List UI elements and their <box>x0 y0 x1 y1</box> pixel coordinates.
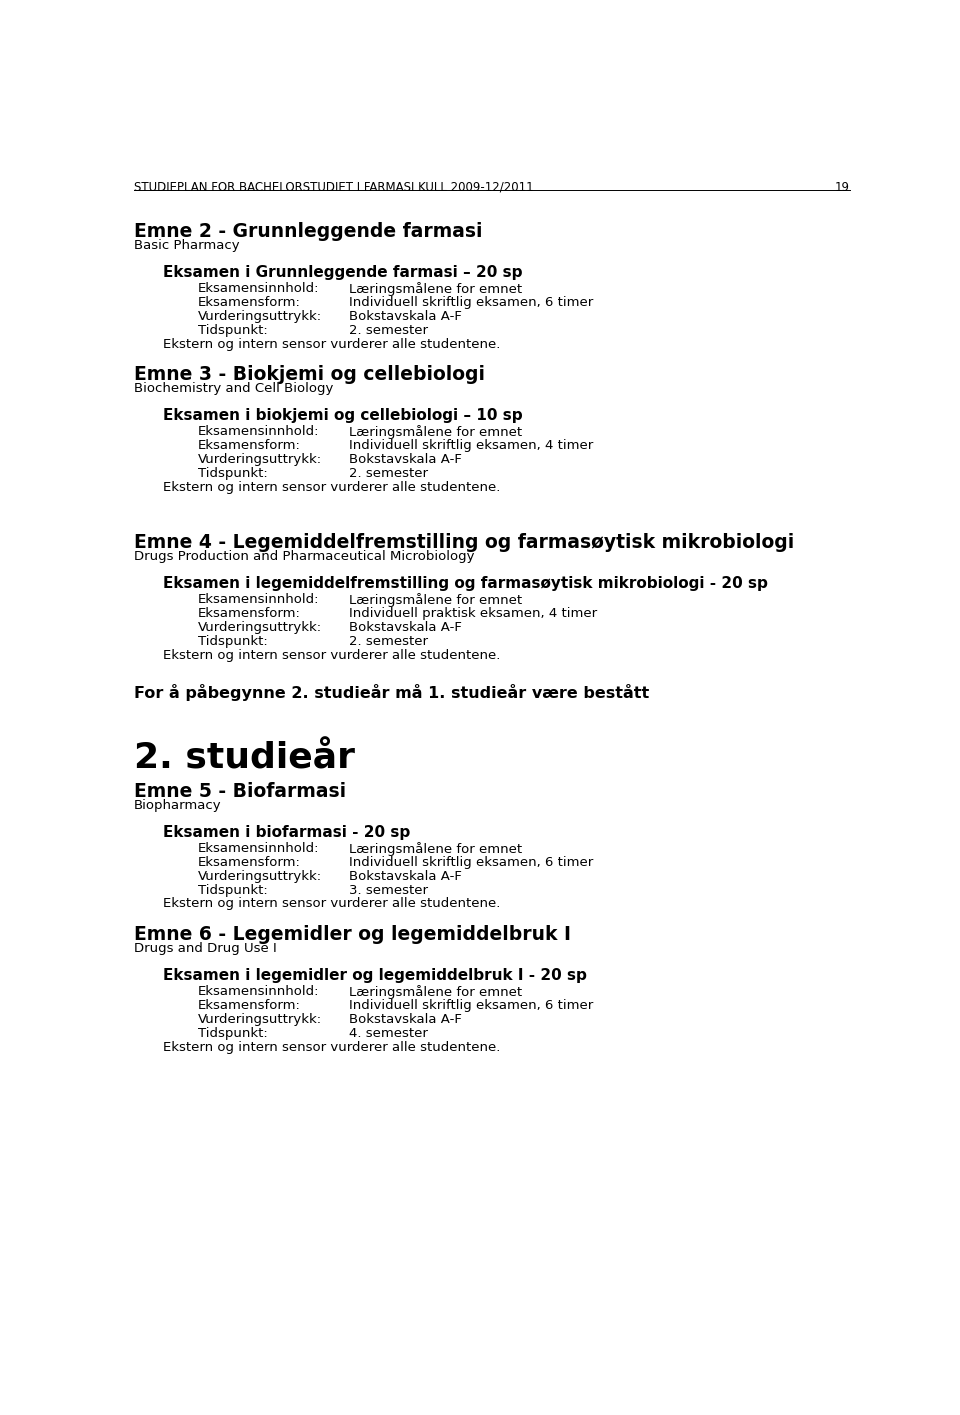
Text: Tidspunkt:: Tidspunkt: <box>198 883 267 897</box>
Text: 19: 19 <box>835 181 850 194</box>
Text: Tidspunkt:: Tidspunkt: <box>198 1027 267 1040</box>
Text: For å påbegynne 2. studieår må 1. studieår være bestått: For å påbegynne 2. studieår må 1. studie… <box>134 685 649 702</box>
Text: Basic Pharmacy: Basic Pharmacy <box>134 239 240 252</box>
Text: Læringsmålene for emnet: Læringsmålene for emnet <box>348 593 521 607</box>
Text: Tidspunkt:: Tidspunkt: <box>198 635 267 648</box>
Text: Bokstavskala A-F: Bokstavskala A-F <box>348 310 462 323</box>
Text: Emne 4 - Legemiddelfremstilling og farmasøytisk mikrobiologi: Emne 4 - Legemiddelfremstilling og farma… <box>134 533 794 552</box>
Text: Individuell skriftlig eksamen, 6 timer: Individuell skriftlig eksamen, 6 timer <box>348 296 593 308</box>
Text: Eksamensinnhold:: Eksamensinnhold: <box>198 282 319 296</box>
Text: Ekstern og intern sensor vurderer alle studentene.: Ekstern og intern sensor vurderer alle s… <box>162 897 500 910</box>
Text: Eksamen i Grunnleggende farmasi – 20 sp: Eksamen i Grunnleggende farmasi – 20 sp <box>162 265 522 280</box>
Text: Læringsmålene for emnet: Læringsmålene for emnet <box>348 426 521 440</box>
Text: Bokstavskala A-F: Bokstavskala A-F <box>348 1013 462 1026</box>
Text: Læringsmålene for emnet: Læringsmålene for emnet <box>348 282 521 296</box>
Text: Ekstern og intern sensor vurderer alle studentene.: Ekstern og intern sensor vurderer alle s… <box>162 1040 500 1054</box>
Text: Eksamen i biokjemi og cellebiologi – 10 sp: Eksamen i biokjemi og cellebiologi – 10 … <box>162 409 522 423</box>
Text: Tidspunkt:: Tidspunkt: <box>198 467 267 480</box>
Text: Eksamensinnhold:: Eksamensinnhold: <box>198 842 319 855</box>
Text: Læringsmålene for emnet: Læringsmålene for emnet <box>348 842 521 856</box>
Text: Biochemistry and Cell Biology: Biochemistry and Cell Biology <box>134 382 333 395</box>
Text: Eksamen i legemidler og legemiddelbruk I - 20 sp: Eksamen i legemidler og legemiddelbruk I… <box>162 968 587 983</box>
Text: Bokstavskala A-F: Bokstavskala A-F <box>348 453 462 466</box>
Text: Ekstern og intern sensor vurderer alle studentene.: Ekstern og intern sensor vurderer alle s… <box>162 648 500 662</box>
Text: Emne 2 - Grunnleggende farmasi: Emne 2 - Grunnleggende farmasi <box>134 222 483 241</box>
Text: Drugs and Drug Use I: Drugs and Drug Use I <box>134 942 276 955</box>
Text: Bokstavskala A-F: Bokstavskala A-F <box>348 621 462 634</box>
Text: Emne 3 - Biokjemi og cellebiologi: Emne 3 - Biokjemi og cellebiologi <box>134 365 485 385</box>
Text: Eksamensinnhold:: Eksamensinnhold: <box>198 593 319 606</box>
Text: 2. semester: 2. semester <box>348 635 427 648</box>
Text: Individuell skriftlig eksamen, 6 timer: Individuell skriftlig eksamen, 6 timer <box>348 856 593 869</box>
Text: Vurderingsuttrykk:: Vurderingsuttrykk: <box>198 1013 322 1026</box>
Text: Eksamen i biofarmasi - 20 sp: Eksamen i biofarmasi - 20 sp <box>162 825 410 841</box>
Text: Vurderingsuttrykk:: Vurderingsuttrykk: <box>198 453 322 466</box>
Text: Eksamensform:: Eksamensform: <box>198 856 300 869</box>
Text: Eksamensinnhold:: Eksamensinnhold: <box>198 426 319 439</box>
Text: Individuell praktisk eksamen, 4 timer: Individuell praktisk eksamen, 4 timer <box>348 607 597 620</box>
Text: STUDIEPLAN FOR BACHELORSTUDIET I FARMASI KULL 2009-12/2011: STUDIEPLAN FOR BACHELORSTUDIET I FARMASI… <box>134 181 534 194</box>
Text: Individuell skriftlig eksamen, 4 timer: Individuell skriftlig eksamen, 4 timer <box>348 439 593 453</box>
Text: Eksamen i legemiddelfremstilling og farmasøytisk mikrobiologi - 20 sp: Eksamen i legemiddelfremstilling og farm… <box>162 576 767 591</box>
Text: Vurderingsuttrykk:: Vurderingsuttrykk: <box>198 870 322 883</box>
Text: Vurderingsuttrykk:: Vurderingsuttrykk: <box>198 310 322 323</box>
Text: Emne 5 - Biofarmasi: Emne 5 - Biofarmasi <box>134 782 346 801</box>
Text: 2. semester: 2. semester <box>348 467 427 480</box>
Text: 3. semester: 3. semester <box>348 883 427 897</box>
Text: Drugs Production and Pharmaceutical Microbiology: Drugs Production and Pharmaceutical Micr… <box>134 550 474 563</box>
Text: Eksamensform:: Eksamensform: <box>198 296 300 308</box>
Text: Eksamensform:: Eksamensform: <box>198 607 300 620</box>
Text: Eksamensinnhold:: Eksamensinnhold: <box>198 985 319 998</box>
Text: Læringsmålene for emnet: Læringsmålene for emnet <box>348 985 521 999</box>
Text: Emne 6 - Legemidler og legemiddelbruk I: Emne 6 - Legemidler og legemiddelbruk I <box>134 925 571 944</box>
Text: 2. semester: 2. semester <box>348 324 427 337</box>
Text: Ekstern og intern sensor vurderer alle studentene.: Ekstern og intern sensor vurderer alle s… <box>162 338 500 351</box>
Text: Eksamensform:: Eksamensform: <box>198 439 300 453</box>
Text: Tidspunkt:: Tidspunkt: <box>198 324 267 337</box>
Text: 2. studieår: 2. studieår <box>134 741 355 775</box>
Text: Biopharmacy: Biopharmacy <box>134 799 222 812</box>
Text: Eksamensform:: Eksamensform: <box>198 999 300 1012</box>
Text: 4. semester: 4. semester <box>348 1027 427 1040</box>
Text: Ekstern og intern sensor vurderer alle studentene.: Ekstern og intern sensor vurderer alle s… <box>162 481 500 494</box>
Text: Vurderingsuttrykk:: Vurderingsuttrykk: <box>198 621 322 634</box>
Text: Bokstavskala A-F: Bokstavskala A-F <box>348 870 462 883</box>
Text: Individuell skriftlig eksamen, 6 timer: Individuell skriftlig eksamen, 6 timer <box>348 999 593 1012</box>
